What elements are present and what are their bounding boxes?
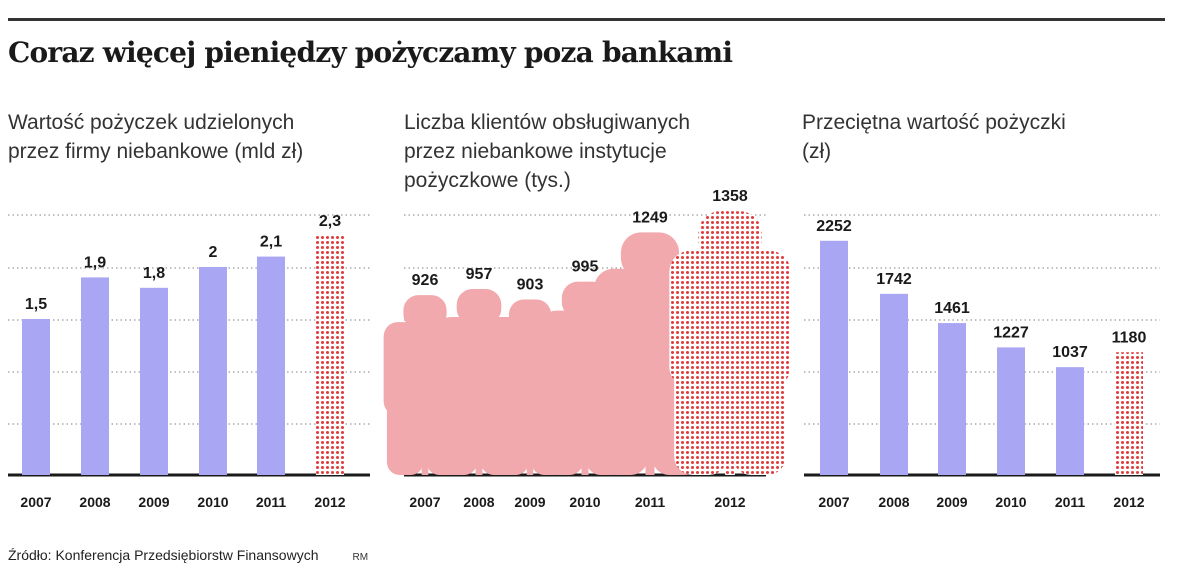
chart-3-tick-label: 2011 <box>1055 494 1086 510</box>
chart-1-bar <box>140 287 168 475</box>
chart-3-subtitle-line-2: (zł) <box>802 140 832 163</box>
chart-2-figure <box>669 211 791 475</box>
chart-3-value-label: 1227 <box>993 324 1029 341</box>
chart-1-tick-label: 2008 <box>79 494 110 510</box>
chart-3-bar <box>1056 367 1084 475</box>
chart-2-value-label: 995 <box>572 259 599 276</box>
chart-1-value-label: 2,3 <box>319 213 341 230</box>
chart-2-subtitle-line-2: przez niebankowe instytucje <box>404 140 667 163</box>
chart-3-tick-label: 2007 <box>818 494 849 510</box>
chart-1-loan-value: 1,5 2007 1,9 2008 1,8 2009 2 2010 2,1 2011 2,3 2012 <box>8 213 370 510</box>
chart-2-value-label: 903 <box>517 277 544 294</box>
chart-1-value-label: 1,9 <box>84 254 106 271</box>
chart-1-bar <box>199 267 227 475</box>
chart-2-clients: 926 2007 957 2008 903 2009 995 2010 1249 2011 1358… <box>383 188 791 510</box>
chart-1-tick-label: 2009 <box>138 494 169 510</box>
chart-3-value-label: 1180 <box>1112 329 1147 346</box>
chart-3-bar <box>880 293 908 475</box>
chart-1-value-label: 2 <box>209 244 218 261</box>
chart-2-tick-label: 2008 <box>463 494 494 510</box>
top-rule <box>8 18 1165 21</box>
chart-2-subtitle-line-1: Liczba klientów obsługiwanych <box>404 111 690 134</box>
chart-3-tick-label: 2009 <box>936 494 967 510</box>
chart-2-tick-label: 2007 <box>409 494 440 510</box>
chart-3-bar <box>1115 352 1143 475</box>
chart-1-subtitle: Wartość pożyczek udzielonych przez firmy… <box>8 108 303 166</box>
chart-3-subtitle-line-1: Przeciętna wartość pożyczki <box>802 111 1066 134</box>
chart-2-tick-label: 2009 <box>514 494 545 510</box>
chart-2-tick-label: 2011 <box>635 494 666 510</box>
chart-1-bar <box>257 256 285 475</box>
chart-2-tick-label: 2010 <box>569 494 600 510</box>
chart-1-subtitle-line-2: przez firmy niebankowe (mld zł) <box>8 140 304 163</box>
chart-1-value-label: 2,1 <box>260 234 282 251</box>
chart-2-value-label: 1358 <box>712 188 748 205</box>
chart-3-value-label: 2252 <box>816 218 852 235</box>
chart-2-value-label: 926 <box>412 272 439 289</box>
credit: RM <box>352 552 369 563</box>
chart-2-tick-label: 2012 <box>714 494 745 510</box>
chart-1-tick-label: 2012 <box>314 494 345 510</box>
chart-2-value-label: 1249 <box>632 209 668 226</box>
chart-3-value-label: 1461 <box>934 300 970 317</box>
chart-3-bar <box>938 323 966 475</box>
chart-2-subtitle-line-3: pożyczkowe (tys.) <box>404 169 571 192</box>
chart-3-tick-label: 2008 <box>878 494 909 510</box>
chart-3-tick-label: 2012 <box>1113 494 1144 510</box>
chart-1-bar <box>316 235 344 475</box>
chart-1-bar <box>81 277 109 475</box>
chart-1-subtitle-line-1: Wartość pożyczek udzielonych <box>8 111 295 134</box>
chart-3-average-loan: 2252 2007 1742 2008 1461 2009 1227 2010 1037 2011… <box>804 214 1160 510</box>
footer: Źródło: Konferencja Przedsiębiorstw Fina… <box>8 547 368 563</box>
chart-2-subtitle: Liczba klientów obsługiwanych przez nieb… <box>404 108 690 195</box>
chart-1-bar <box>22 319 50 475</box>
chart-3-value-label: 1037 <box>1052 344 1088 361</box>
chart-2-value-label: 957 <box>466 266 493 283</box>
page-title: Coraz więcej pieniędzy pożyczamy poza ba… <box>8 36 733 69</box>
chart-1-tick-label: 2011 <box>256 494 287 510</box>
chart-3-value-label: 1742 <box>876 271 912 288</box>
chart-1-value-label: 1,5 <box>25 296 47 313</box>
chart-3-tick-label: 2010 <box>995 494 1026 510</box>
chart-1-value-label: 1,8 <box>143 265 165 282</box>
chart-3-bar <box>820 240 848 475</box>
source-note: Źródło: Konferencja Przedsiębiorstw Fina… <box>8 547 319 563</box>
chart-3-subtitle: Przeciętna wartość pożyczki (zł) <box>802 108 1066 166</box>
chart-1-tick-label: 2010 <box>197 494 228 510</box>
chart-3-bar <box>997 347 1025 475</box>
chart-1-tick-label: 2007 <box>20 494 51 510</box>
